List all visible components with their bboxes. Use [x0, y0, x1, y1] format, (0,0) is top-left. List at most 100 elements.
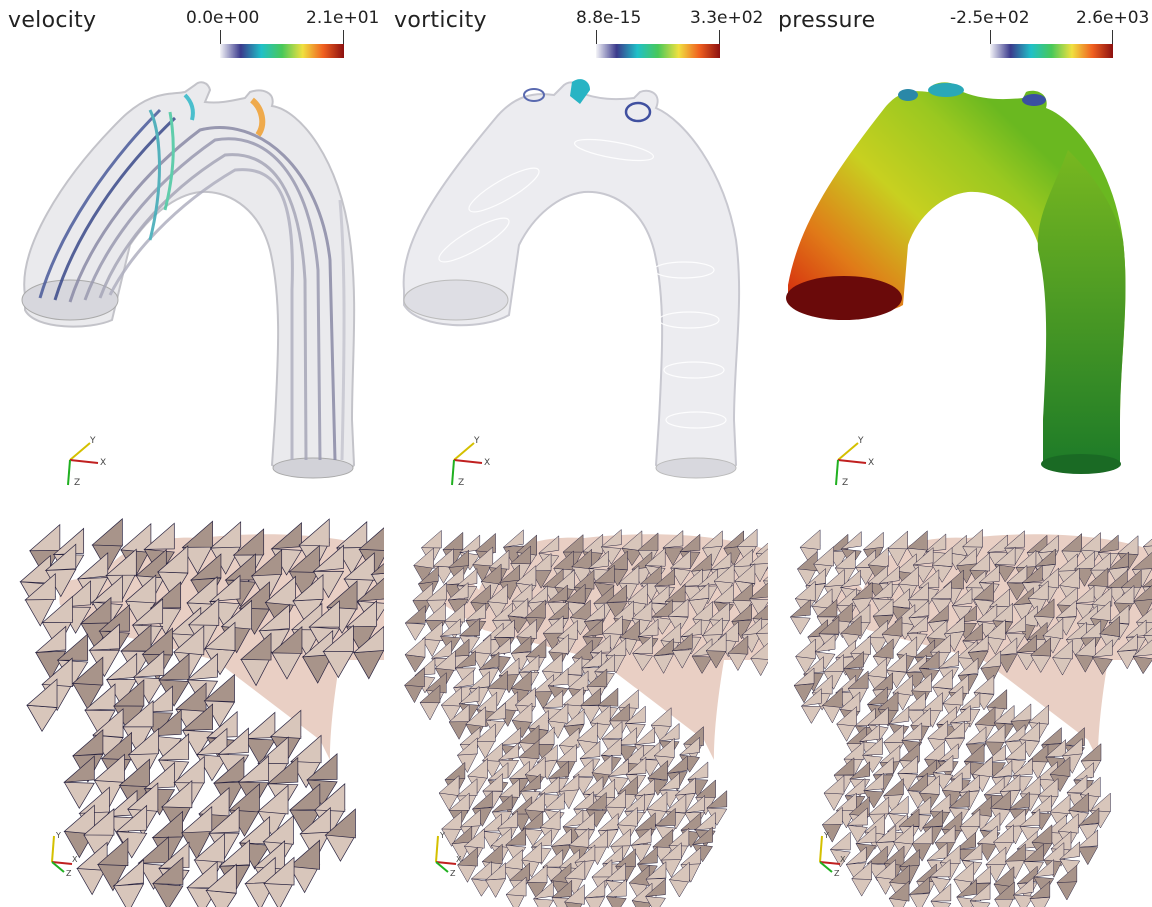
mesh-triangles	[403, 528, 768, 907]
mesh-cell	[953, 861, 975, 883]
mesh-cell	[929, 858, 951, 878]
mesh-cell	[181, 520, 213, 548]
mesh-cell	[1055, 599, 1077, 619]
mesh-cell	[542, 615, 564, 634]
mesh-cell	[439, 618, 461, 637]
mesh-cell	[969, 552, 991, 572]
mesh-cell	[996, 637, 1018, 656]
mesh-cell	[584, 896, 606, 907]
mesh-cell	[498, 657, 520, 676]
axis-label-y: Y	[823, 831, 829, 840]
mesh-cell	[872, 598, 894, 617]
mesh-cell	[403, 667, 425, 688]
colorbar-max-label: 2.1e+01	[306, 8, 380, 28]
mesh-cell	[508, 760, 530, 779]
mesh-cell	[910, 672, 932, 693]
mesh-cell	[1032, 859, 1055, 878]
mesh-cell	[298, 518, 330, 547]
mesh-cell	[911, 825, 933, 845]
mesh-cell	[640, 565, 662, 584]
mesh-cell	[1029, 880, 1051, 899]
mesh-cell	[518, 654, 540, 673]
mesh-cell	[713, 563, 735, 584]
mesh-cell	[257, 736, 289, 765]
mesh-cell	[420, 529, 442, 549]
mesh-cell	[547, 702, 569, 724]
mesh-cell	[581, 618, 603, 638]
mesh-cell	[722, 530, 744, 549]
mesh-cell	[613, 600, 634, 622]
mesh-cell	[668, 879, 690, 898]
mesh-cell	[198, 786, 230, 817]
mesh-cell	[1116, 649, 1138, 670]
mesh-cell	[1034, 548, 1056, 567]
mesh-cell	[518, 739, 540, 760]
mesh-cell	[1077, 846, 1099, 866]
mesh-cell	[851, 581, 873, 600]
mesh-cell	[1131, 552, 1152, 570]
mesh-cell	[963, 743, 985, 763]
mesh-cell	[653, 737, 675, 758]
mesh-cell	[292, 573, 324, 602]
mesh-cell	[244, 738, 276, 766]
mesh-cell	[730, 603, 752, 622]
mesh-cell	[957, 657, 979, 676]
mesh-cell	[474, 723, 496, 742]
mesh-cell	[888, 864, 910, 885]
mesh-cell	[691, 655, 713, 674]
mesh-cell	[511, 702, 533, 723]
mesh-cell	[288, 783, 321, 811]
mesh-cell	[1004, 808, 1026, 827]
mesh-cell	[748, 582, 768, 600]
mesh-cell	[1037, 777, 1059, 797]
mesh-cell	[550, 828, 572, 847]
mesh-cell	[345, 600, 378, 628]
mesh-cell	[44, 543, 77, 571]
mesh-cell	[41, 595, 73, 623]
mesh-cell	[961, 622, 983, 642]
mesh-cell	[551, 879, 573, 899]
mesh-cell	[572, 758, 594, 778]
mesh-cell	[467, 757, 488, 779]
mesh-cell	[996, 654, 1018, 674]
mesh-cell	[193, 833, 225, 863]
mesh-cell	[505, 827, 527, 846]
mesh-cell	[979, 812, 1001, 831]
mesh-cell	[1056, 586, 1078, 607]
mesh-cell	[989, 588, 1010, 607]
mesh-cell	[694, 779, 716, 798]
mesh-cell	[818, 615, 840, 635]
mesh-cell	[1008, 791, 1030, 810]
axis-label-y: Y	[89, 436, 96, 446]
mesh-cell	[732, 548, 753, 568]
mesh-cell	[992, 824, 1014, 844]
mesh-cell	[814, 633, 836, 653]
mesh-cell	[1018, 721, 1040, 742]
mesh-cell	[417, 565, 439, 585]
mesh-cell	[645, 861, 667, 880]
mesh-cell	[732, 582, 753, 602]
mesh-cell	[482, 773, 503, 792]
mesh-cell	[412, 582, 434, 601]
mesh-cell	[969, 882, 991, 902]
mesh-cell	[1030, 637, 1051, 657]
mesh-cell	[118, 758, 150, 788]
mesh-cell	[511, 583, 533, 602]
mesh-cell	[1026, 621, 1048, 641]
mesh-cell	[1040, 727, 1062, 746]
mesh-cell	[983, 776, 1005, 796]
mesh-cell	[1135, 608, 1152, 623]
mesh-cell	[568, 827, 590, 848]
mesh-cell	[1030, 794, 1052, 813]
mesh-cell	[1057, 813, 1079, 834]
mesh-cell	[605, 896, 627, 907]
mesh-cell	[929, 793, 951, 813]
mesh-cell	[580, 650, 602, 669]
mesh-cell	[1004, 843, 1026, 862]
mesh-cell	[973, 674, 995, 695]
axis-label-x: X	[456, 855, 462, 864]
mesh-cell	[823, 775, 845, 795]
mesh-cell	[203, 673, 235, 703]
mesh-cell	[481, 843, 503, 865]
mesh-cell	[755, 622, 768, 634]
